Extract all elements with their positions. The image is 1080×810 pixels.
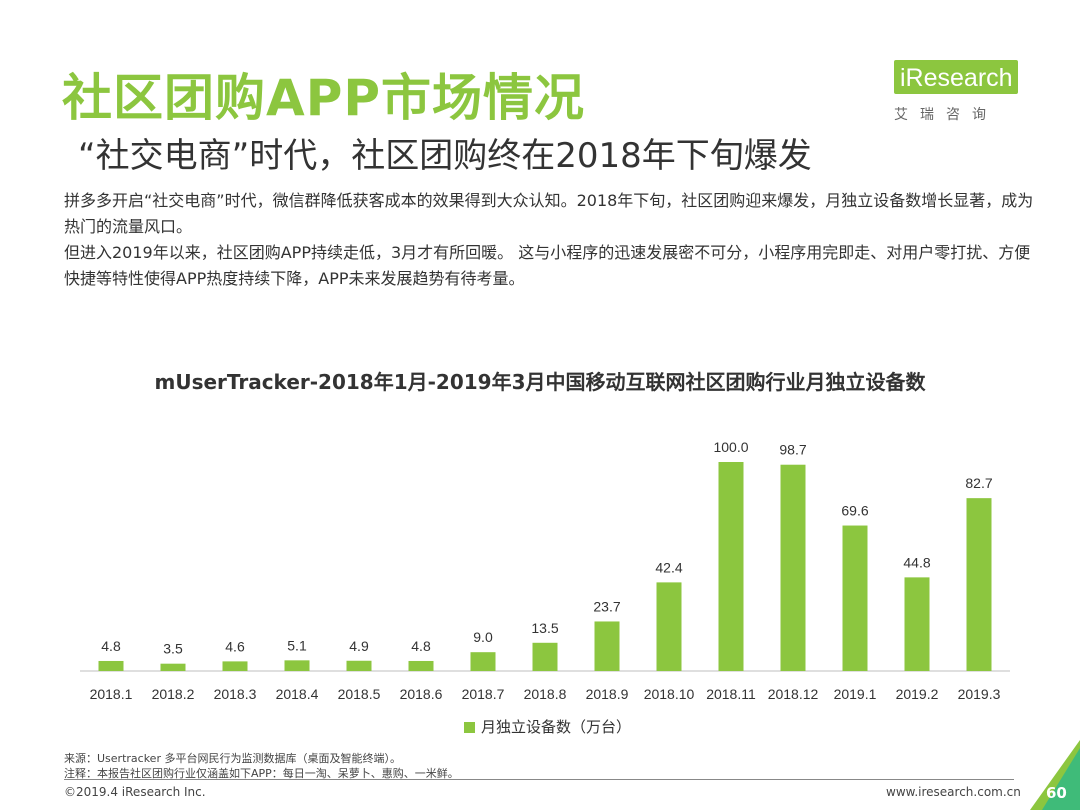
bar-2018.8: [532, 642, 558, 671]
value-label-2018.4: 5.1: [287, 637, 307, 653]
intro-text: 拼多多开启“社交电商”时代，微信群降低获客成本的效果得到大众认知。2018年下旬…: [64, 188, 1034, 292]
chart-legend: 月独立设备数（万台）: [464, 716, 631, 737]
x-tick-2018.6: 2018.6: [400, 686, 443, 702]
x-tick-2018.8: 2018.8: [524, 686, 567, 702]
x-tick-2019.3: 2019.3: [958, 686, 1001, 702]
bar-2018.11: [718, 462, 744, 671]
value-label-2018.1: 4.8: [101, 638, 121, 654]
x-tick-2018.9: 2018.9: [586, 686, 629, 702]
footer-divider: [64, 779, 1014, 780]
intro-paragraph-1: 拼多多开启“社交电商”时代，微信群降低获客成本的效果得到大众认知。2018年下旬…: [64, 191, 1034, 236]
bar-2019.2: [904, 577, 930, 671]
bar-2018.2: [160, 663, 186, 671]
value-label-2018.8: 13.5: [531, 620, 558, 636]
x-tick-2018.2: 2018.2: [152, 686, 195, 702]
value-label-2018.6: 4.8: [411, 638, 431, 654]
annotation-note: 注释：本报告社区团购行业仅涵盖如下APP：每日一淘、呆萝卜、惠购、一米鲜。: [64, 767, 459, 780]
logo-subtitle: 艾瑞咨询: [894, 107, 998, 123]
value-label-2019.2: 44.8: [903, 554, 930, 570]
website-link[interactable]: www.iresearch.com.cn: [886, 785, 1021, 799]
source-note: 来源：Usertracker 多平台网民行为监测数据库（桌面及智能终端）。: [64, 752, 401, 765]
value-label-2019.3: 82.7: [965, 475, 992, 491]
x-tick-2019.1: 2019.1: [834, 686, 877, 702]
x-tick-2018.1: 2018.1: [90, 686, 133, 702]
value-label-2018.9: 23.7: [593, 598, 620, 614]
value-label-2019.1: 69.6: [841, 503, 868, 519]
bar-2019.3: [966, 498, 992, 671]
bar-2018.1: [98, 660, 124, 671]
legend-swatch: [464, 722, 475, 733]
bar-2019.1: [842, 525, 868, 671]
x-tick-2018.12: 2018.12: [768, 686, 819, 702]
bar-2018.10: [656, 582, 682, 671]
bar-2018.9: [594, 621, 620, 671]
bar-2018.5: [346, 660, 372, 671]
bar-2018.4: [284, 660, 310, 671]
page-title: 社区团购APP市场情况: [62, 69, 585, 127]
legend-label: 月独立设备数（万台）: [481, 718, 632, 736]
x-tick-2018.10: 2018.10: [644, 686, 695, 702]
logo-badge: iResearch: [894, 60, 1018, 94]
value-label-2018.12: 98.7: [779, 442, 806, 458]
chart-title: mUserTracker-2018年1月-2019年3月中国移动互联网社区团购行…: [154, 370, 926, 394]
value-label-2018.2: 3.5: [163, 641, 183, 657]
page-subtitle: “社交电商”时代，社区团购终在2018年下旬爆发: [78, 136, 812, 176]
x-tick-2018.7: 2018.7: [462, 686, 505, 702]
page-number: 60: [1046, 784, 1067, 802]
x-tick-2018.5: 2018.5: [338, 686, 381, 702]
bar-chart: 4.8 2018.1 3.5 2018.2 4.6 2018.3 5.1 2018.4 4.9 2…: [80, 439, 1010, 702]
value-label-2018.5: 4.9: [349, 638, 369, 654]
x-tick-2019.2: 2019.2: [896, 686, 939, 702]
logo-wordmark: iResearch: [900, 64, 1013, 92]
value-label-2018.11: 100.0: [713, 439, 748, 455]
x-tick-2018.3: 2018.3: [214, 686, 257, 702]
value-label-2018.3: 4.6: [225, 638, 245, 654]
iresearch-logo: iResearch 艾瑞咨询: [892, 56, 1032, 126]
value-label-2018.7: 9.0: [473, 629, 493, 645]
bar-2018.6: [408, 660, 434, 671]
copyright: ©2019.4 iResearch Inc.: [64, 785, 206, 799]
page-corner: [1030, 740, 1080, 810]
bar-2018.12: [780, 464, 806, 671]
bar-2018.7: [470, 652, 496, 671]
intro-paragraph-2: 但进入2019年以来，社区团购APP持续走低，3月才有所回暖。 这与小程序的迅速…: [64, 243, 1031, 288]
x-tick-2018.4: 2018.4: [276, 686, 319, 702]
x-tick-2018.11: 2018.11: [706, 686, 756, 702]
value-label-2018.10: 42.4: [655, 559, 682, 575]
bar-2018.3: [222, 661, 248, 671]
